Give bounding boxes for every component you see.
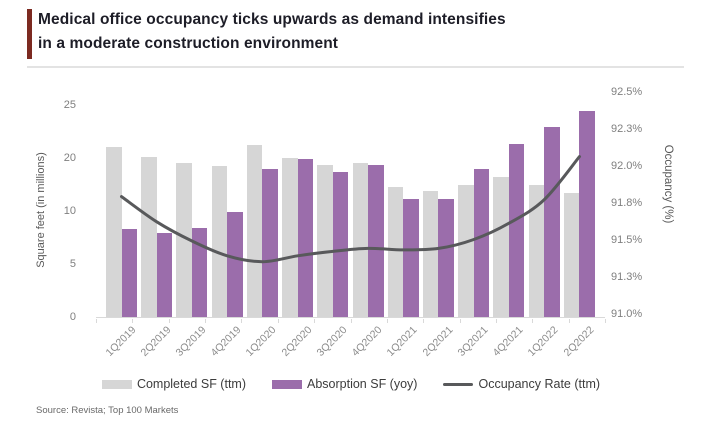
absorption-sf-bar-2Q2020 bbox=[297, 159, 314, 317]
x-axis-tick-mark bbox=[350, 319, 352, 323]
plot-area bbox=[96, 106, 605, 318]
bar-group-2Q2020 bbox=[282, 106, 314, 317]
absorption-sf-bar-3Q2021 bbox=[473, 169, 490, 317]
absorption-sf-bar-3Q2020 bbox=[332, 171, 349, 317]
right-axis-tick-label: 91.3% bbox=[611, 271, 643, 283]
x-axis-tick-mark bbox=[386, 319, 388, 323]
absorption-sf-bar-3Q2019 bbox=[191, 228, 208, 317]
x-axis-tick-mark bbox=[423, 319, 425, 323]
occupancy-line-chart bbox=[120, 155, 581, 264]
legend-item-absorption: Absorption SF (yoy) bbox=[272, 377, 417, 391]
absorption-sf-bar-1Q2021 bbox=[403, 198, 419, 317]
completed-sf-bar-3Q2019 bbox=[176, 163, 192, 317]
header-divider bbox=[27, 66, 684, 68]
x-axis-tick-mark bbox=[277, 319, 279, 323]
right-axis-tick-label: 91.5% bbox=[611, 234, 643, 246]
x-axis-tick-mark bbox=[205, 319, 207, 323]
title-accent-bar bbox=[27, 9, 32, 59]
x-axis-tick-mark bbox=[168, 319, 170, 323]
right-axis-tick-label: 92.5% bbox=[611, 86, 643, 98]
absorption-sf-bar-1Q2020 bbox=[262, 169, 278, 317]
bar-group-4Q2020 bbox=[352, 106, 384, 317]
bar-group-1Q2022 bbox=[528, 106, 560, 317]
completed-sf-bar-4Q2019 bbox=[211, 165, 228, 317]
right-axis-tick-label: 91.0% bbox=[611, 308, 643, 320]
bar-group-3Q2020 bbox=[317, 106, 349, 317]
x-axis-tick-mark bbox=[96, 319, 97, 323]
legend-bar-swatch-icon bbox=[101, 379, 132, 389]
completed-sf-bar-4Q2021 bbox=[493, 176, 509, 317]
left-axis-tick-label: 5 bbox=[69, 258, 76, 270]
legend-bar-swatch-icon bbox=[272, 379, 302, 389]
completed-sf-bar-3Q2020 bbox=[317, 165, 333, 317]
occupancy-rate-line bbox=[120, 155, 581, 264]
left-axis-title: Square feet (in millions) bbox=[35, 152, 47, 268]
absorption-sf-bar-1Q2019 bbox=[121, 229, 137, 317]
chart-title: Medical office occupancy ticks upwards a… bbox=[38, 8, 668, 56]
x-axis-tick-mark bbox=[568, 319, 570, 323]
x-axis-tick-mark bbox=[495, 319, 497, 323]
bar-group-1Q2020 bbox=[246, 106, 278, 317]
left-axis-tick-label: 25 bbox=[63, 99, 76, 111]
completed-sf-bar-4Q2020 bbox=[352, 162, 369, 317]
legend-label: Absorption SF (yoy) bbox=[307, 377, 418, 391]
completed-sf-bar-1Q2020 bbox=[246, 144, 263, 317]
chart-title-line1: Medical office occupancy ticks upwards a… bbox=[38, 11, 506, 28]
completed-sf-bar-1Q2022 bbox=[528, 185, 545, 317]
bar-group-1Q2021 bbox=[387, 106, 419, 317]
right-axis-tick-label: 91.8% bbox=[611, 197, 643, 209]
left-axis-tick-label: 10 bbox=[63, 205, 76, 217]
x-axis-tick-mark bbox=[605, 319, 606, 323]
completed-sf-bar-2Q2019 bbox=[141, 157, 157, 317]
bar-group-3Q2019 bbox=[176, 106, 208, 317]
legend-line-swatch-icon bbox=[443, 382, 474, 386]
right-axis-title: Occupancy (%) bbox=[662, 144, 674, 224]
legend-label: Occupancy Rate (ttm) bbox=[478, 377, 601, 391]
absorption-sf-bar-2Q2021 bbox=[438, 198, 454, 317]
absorption-sf-bar-1Q2022 bbox=[544, 127, 560, 317]
bar-group-4Q2019 bbox=[211, 106, 243, 317]
legend-item-completed: Completed SF (ttm) bbox=[101, 377, 246, 391]
x-axis-tick-mark bbox=[459, 319, 461, 323]
chart-title-line2: in a moderate construction environment bbox=[38, 35, 339, 52]
completed-sf-bar-2Q2022 bbox=[563, 192, 580, 317]
absorption-sf-bar-4Q2019 bbox=[227, 211, 243, 317]
x-axis-tick-mark bbox=[314, 319, 316, 323]
left-axis-tick-label: 20 bbox=[63, 152, 76, 164]
completed-sf-bar-1Q2021 bbox=[387, 187, 404, 317]
bar-group-2Q2019 bbox=[141, 106, 173, 317]
absorption-sf-bar-4Q2021 bbox=[508, 143, 525, 317]
x-axis-tick-mark bbox=[132, 319, 134, 323]
right-axis-tick-label: 92.0% bbox=[611, 160, 643, 172]
absorption-sf-bar-2Q2022 bbox=[579, 111, 595, 317]
bar-group-3Q2021 bbox=[458, 106, 490, 317]
x-axis-tick-mark bbox=[532, 319, 534, 323]
left-axis-tick-label: 0 bbox=[69, 311, 76, 323]
bar-series-container bbox=[96, 106, 605, 317]
completed-sf-bar-2Q2021 bbox=[422, 191, 439, 317]
completed-sf-bar-1Q2019 bbox=[106, 146, 122, 317]
absorption-sf-bar-2Q2019 bbox=[156, 233, 173, 317]
bar-group-2Q2021 bbox=[422, 106, 454, 317]
right-axis-tick-label: 92.3% bbox=[611, 123, 643, 135]
source-note: Source: Revista; Top 100 Markets bbox=[36, 405, 179, 416]
legend-label: Completed SF (ttm) bbox=[136, 377, 246, 391]
absorption-sf-bar-4Q2020 bbox=[368, 165, 384, 317]
completed-sf-bar-3Q2021 bbox=[458, 184, 474, 317]
bar-group-4Q2021 bbox=[493, 106, 525, 317]
legend-item-occupancy-rate: Occupancy Rate (ttm) bbox=[443, 377, 600, 391]
bar-group-1Q2019 bbox=[106, 106, 137, 317]
bar-group-2Q2022 bbox=[563, 106, 595, 317]
chart-legend: Completed SF (ttm) Absorption SF (yoy) Occ… bbox=[60, 377, 642, 391]
x-axis-tick-mark bbox=[241, 319, 243, 323]
completed-sf-bar-2Q2020 bbox=[282, 158, 298, 317]
